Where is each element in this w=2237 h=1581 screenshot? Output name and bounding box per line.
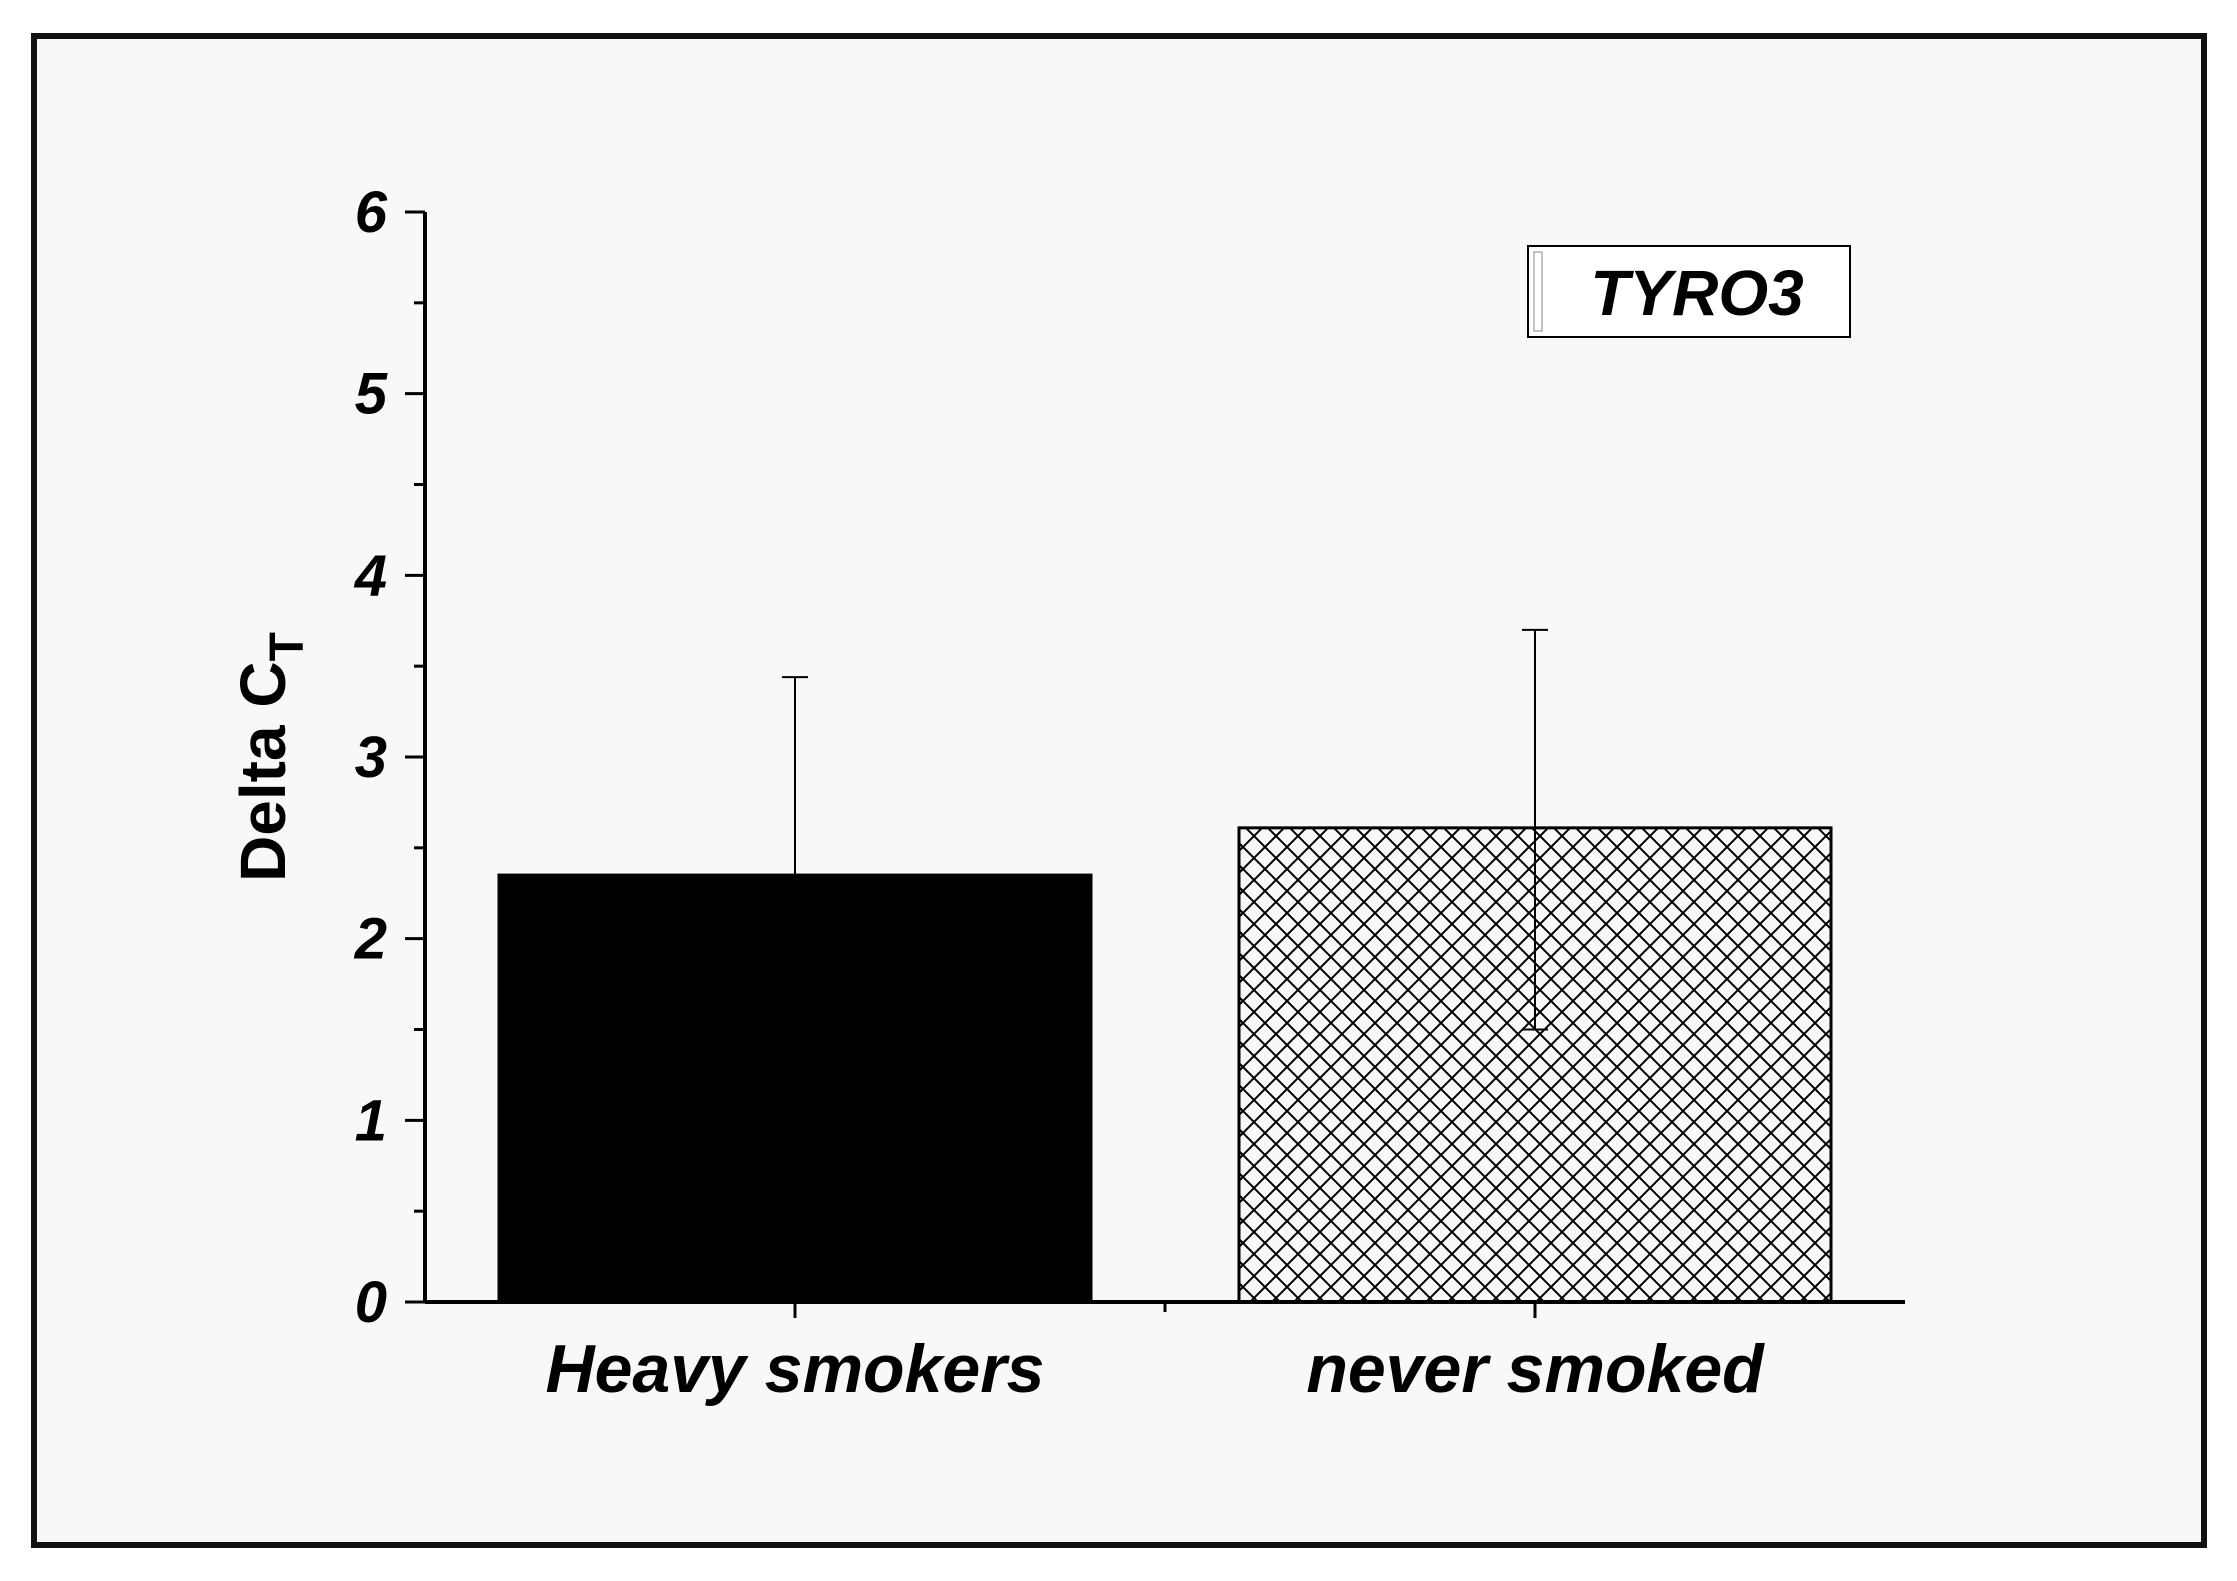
y-tick-label-4: 4 bbox=[354, 543, 387, 608]
legend-swatch bbox=[1533, 251, 1543, 332]
x-tick-label-heavy-smokers: Heavy smokers bbox=[545, 1331, 1044, 1407]
y-tick-label-5: 5 bbox=[355, 362, 388, 427]
y-axis-title: Delta CT bbox=[227, 632, 314, 882]
error-bar-heavy-smokers bbox=[782, 676, 808, 876]
legend-box bbox=[1527, 245, 1851, 338]
bar-heavy-smokers bbox=[497, 873, 1093, 1304]
y-tick-label-0: 0 bbox=[355, 1270, 387, 1335]
legend-label: TYRO3 bbox=[1590, 257, 1803, 329]
error-bars-layer bbox=[782, 628, 1548, 1031]
legend: TYRO3 bbox=[1527, 245, 1851, 338]
error-bar-never-smoked bbox=[1522, 628, 1548, 1031]
y-tick-label-3: 3 bbox=[355, 725, 387, 790]
y-tick-label-1: 1 bbox=[355, 1088, 387, 1153]
x-tick-label-never-smoked: never smoked bbox=[1306, 1331, 1765, 1407]
y-tick-label-6: 6 bbox=[355, 180, 388, 245]
x-ticks-layer: Heavy smokers never smoked bbox=[545, 1302, 1765, 1407]
y-tick-label-2: 2 bbox=[354, 907, 387, 972]
bars-layer bbox=[497, 826, 1833, 1304]
y-ticks-layer: 0 1 2 3 4 5 6 bbox=[354, 180, 425, 1335]
